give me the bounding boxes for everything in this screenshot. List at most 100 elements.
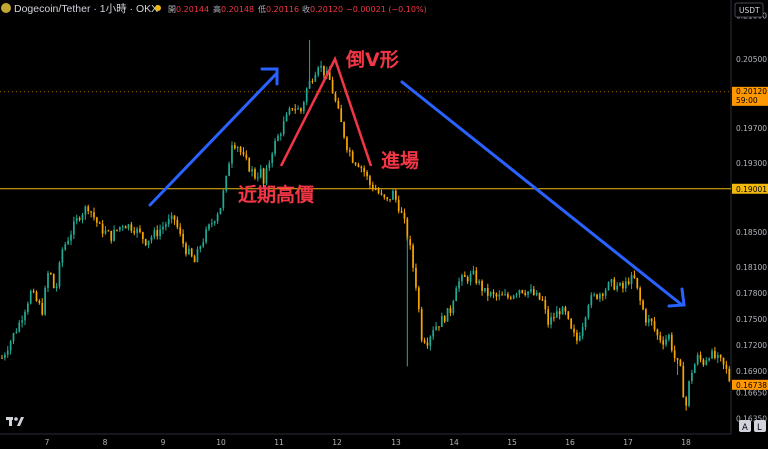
- price-line-tag: 0.19001: [732, 183, 768, 194]
- time-tick-label: 9: [161, 438, 166, 447]
- ohlc-open: 開0.20144: [168, 5, 209, 14]
- candle-body: [426, 342, 429, 346]
- candle-body: [141, 232, 144, 240]
- candle-body: [711, 350, 713, 359]
- price-tick-label: 0.18100: [736, 263, 767, 272]
- candle-body: [639, 287, 642, 301]
- candle-body: [213, 221, 216, 224]
- candle-countdown: 59:00: [736, 96, 758, 105]
- svg-text:L: L: [757, 423, 762, 433]
- candle-body: [443, 316, 446, 322]
- inverted-v-shape[interactable]: [279, 55, 373, 167]
- candle-body: [107, 230, 110, 232]
- candle-body: [18, 322, 21, 332]
- candle-body: [550, 317, 552, 325]
- candle-body: [176, 219, 179, 228]
- price-tick-label: 0.17500: [736, 315, 767, 324]
- candle-body: [705, 360, 708, 365]
- candle-body: [400, 211, 403, 213]
- candle-body: [647, 318, 650, 323]
- candle-body: [219, 207, 222, 215]
- candle-body: [55, 286, 58, 289]
- candle-body: [95, 217, 98, 223]
- candle-body: [75, 218, 78, 222]
- candle-body: [469, 273, 472, 282]
- candle-body: [116, 229, 118, 231]
- candle-body: [547, 309, 550, 325]
- candle-body: [308, 81, 311, 89]
- candle-body: [524, 292, 527, 295]
- candle-body: [58, 262, 61, 287]
- candle-body: [185, 243, 187, 255]
- candle-body: [642, 300, 644, 310]
- candle-body: [691, 372, 693, 382]
- candle-body: [440, 316, 443, 327]
- candle-body: [225, 176, 228, 191]
- candle-body: [374, 189, 377, 191]
- tradingview-logo[interactable]: [6, 417, 24, 426]
- candle-body: [334, 93, 337, 101]
- current-price-tag: 0.20120 59:00: [732, 86, 768, 106]
- candle-body: [708, 358, 711, 361]
- time-tick-label: 15: [507, 438, 517, 447]
- candle-body: [653, 321, 656, 330]
- candle-body: [228, 163, 230, 177]
- candle-body: [610, 279, 613, 283]
- ohlc-low: 低0.20116: [258, 4, 299, 14]
- price-tick-label: 0.19700: [736, 124, 767, 133]
- candle-body: [251, 169, 253, 172]
- candle-body: [320, 65, 322, 68]
- candle-body: [285, 114, 288, 122]
- candle-body: [346, 137, 348, 151]
- currency-selector[interactable]: USDT: [734, 2, 764, 18]
- time-tick-label: 17: [623, 438, 633, 447]
- candle-body: [236, 147, 239, 149]
- candle-body: [265, 168, 268, 184]
- candle-body: [38, 300, 41, 303]
- candle-body: [216, 214, 219, 222]
- candle-body: [423, 340, 426, 343]
- time-tick-label: 18: [681, 438, 691, 447]
- candle-body: [67, 240, 69, 245]
- candle-body: [593, 294, 596, 296]
- price-axis-labels: 0.210000.205000.201000.197000.193000.185…: [736, 12, 767, 424]
- candle-body: [343, 121, 345, 138]
- candle-body: [716, 354, 719, 359]
- candle-body: [515, 294, 518, 296]
- candle-body: [52, 273, 55, 289]
- time-tick-label: 10: [216, 438, 226, 447]
- candle-body: [377, 189, 380, 194]
- trend-down-arrow[interactable]: [400, 80, 686, 308]
- candle-body: [676, 358, 679, 360]
- candle-body: [719, 354, 722, 358]
- candle-body: [173, 215, 176, 220]
- candle-body: [156, 230, 159, 237]
- candle-body: [573, 328, 575, 333]
- price-tick-label: 0.17200: [736, 341, 767, 350]
- candle-body: [504, 294, 506, 296]
- candle-body: [656, 329, 659, 336]
- candle-body: [409, 239, 412, 246]
- price-tick-label: 0.16650: [736, 388, 767, 397]
- candle-body: [245, 154, 248, 159]
- candle-body: [302, 102, 305, 112]
- candle-body: [282, 121, 285, 135]
- price-line-value: 0.19001: [736, 185, 767, 194]
- candle-body: [170, 215, 173, 220]
- candle-body: [239, 147, 242, 153]
- trend-up-arrow[interactable]: [148, 67, 279, 207]
- auto-scale-button[interactable]: A: [739, 420, 751, 433]
- log-scale-button[interactable]: L: [754, 420, 766, 433]
- time-axis-labels: 7 8 9 10 11 12 13 14 15 16 17 18: [45, 438, 691, 447]
- candle-body: [193, 256, 196, 263]
- symbol-title[interactable]: Dogecoin/Tether · 1小時 · OKX: [14, 3, 158, 15]
- candle-body: [452, 301, 455, 313]
- candle-body: [130, 224, 133, 231]
- candle-body: [544, 300, 547, 310]
- candle-body: [495, 293, 498, 297]
- candle-body: [231, 145, 233, 164]
- candle-body: [599, 293, 601, 299]
- candle-body: [124, 226, 127, 229]
- candle-body: [541, 299, 544, 301]
